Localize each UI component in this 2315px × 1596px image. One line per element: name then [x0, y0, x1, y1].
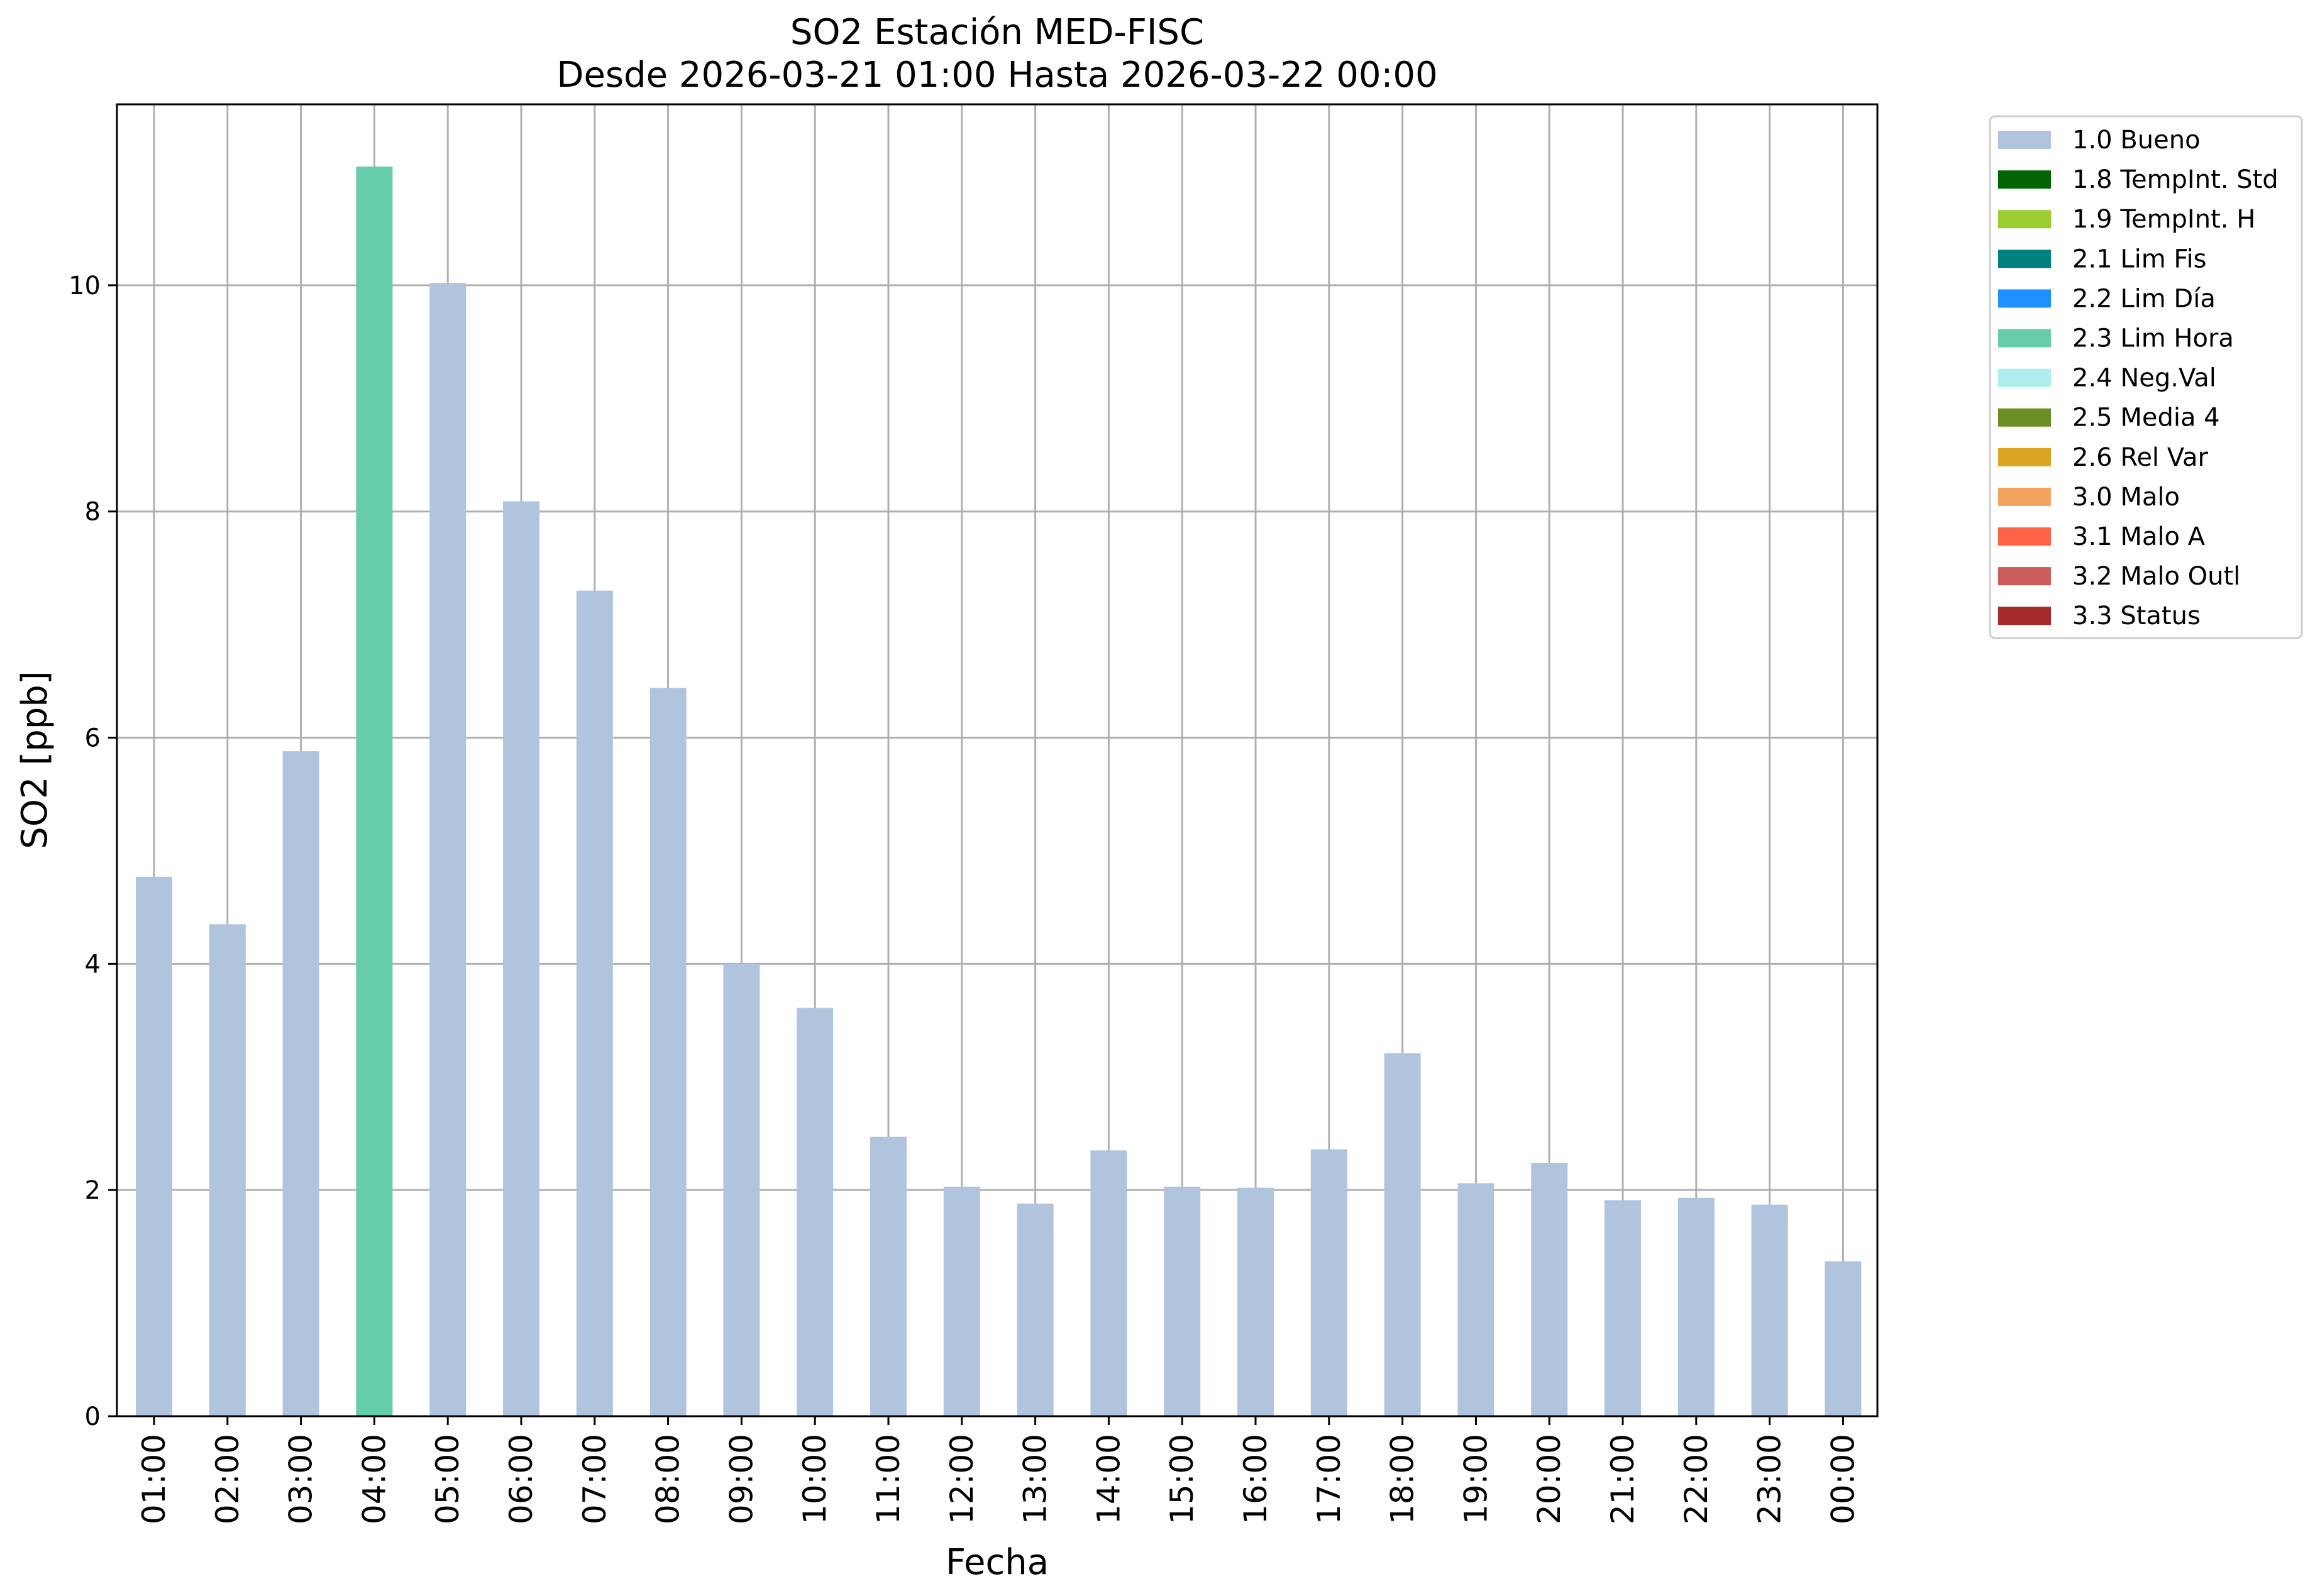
x-tick-label: 08:00 — [650, 1434, 687, 1524]
x-axis-label: Fecha — [946, 1542, 1049, 1583]
x-tick-label: 06:00 — [503, 1434, 539, 1524]
bar-0100 — [136, 876, 172, 1416]
x-tick-label: 14:00 — [1090, 1434, 1127, 1524]
legend-swatch — [1998, 567, 2051, 586]
legend-label: 2.5 Media 4 — [2072, 404, 2220, 432]
bar-1300 — [1017, 1203, 1054, 1416]
legend-label: 2.3 Lim Hora — [2072, 324, 2234, 353]
bar-0000 — [1825, 1261, 1862, 1416]
bar-1000 — [797, 1008, 834, 1416]
legend-label: 1.8 TempInt. Std — [2072, 165, 2279, 194]
bar-0600 — [503, 501, 539, 1416]
bar-1600 — [1237, 1187, 1274, 1416]
legend-swatch — [1998, 289, 2051, 308]
bar-0300 — [282, 751, 319, 1416]
x-tick-label: 16:00 — [1237, 1434, 1274, 1524]
plot-frame — [116, 103, 1879, 1417]
x-tick-label: 21:00 — [1605, 1434, 1641, 1524]
x-tick-label: 07:00 — [577, 1434, 613, 1524]
y-tick-label: 4 — [85, 950, 101, 979]
x-tick-label: 15:00 — [1164, 1434, 1200, 1524]
x-tick-label: 02:00 — [209, 1434, 246, 1524]
bar-1800 — [1384, 1053, 1421, 1416]
bar-0900 — [723, 964, 760, 1416]
bar-1700 — [1310, 1149, 1347, 1416]
legend-label: 2.1 Lim Fis — [2072, 245, 2206, 273]
y-tick-label: 8 — [85, 498, 101, 527]
bar-1100 — [870, 1136, 907, 1416]
bar-2300 — [1751, 1204, 1788, 1416]
x-tick-label: 13:00 — [1017, 1434, 1054, 1524]
y-tick-label: 2 — [85, 1176, 101, 1205]
legend-label: 1.9 TempInt. H — [2072, 205, 2255, 234]
x-tick-label: 22:00 — [1678, 1434, 1715, 1524]
legend-label: 2.2 Lim Día — [2072, 284, 2216, 313]
chart-subtitle: Desde 2026-03-21 01:00 Hasta 2026-03-22 … — [556, 55, 1437, 96]
bar-1200 — [943, 1186, 980, 1416]
legend-label: 3.0 Malo — [2072, 483, 2180, 512]
bar-1400 — [1090, 1150, 1127, 1416]
legend-swatch — [1998, 408, 2051, 427]
x-tick-label: 04:00 — [356, 1434, 392, 1524]
bar-2100 — [1605, 1200, 1641, 1416]
bar-1500 — [1164, 1186, 1201, 1416]
legend-label: 3.2 Malo Outl — [2072, 562, 2240, 591]
legend-box — [1989, 115, 2303, 639]
x-tick-label: 17:00 — [1311, 1434, 1347, 1524]
legend: 1.0 Bueno 1.8 TempInt. Std 1.9 TempInt. H 2… — [1989, 115, 2303, 639]
legend-swatch — [1998, 607, 2051, 625]
y-tick-label: 0 — [85, 1402, 101, 1431]
x-axis-ticks: 01:00 02:00 03:00 04:00 05:00 06:00 07:00 08:00… — [136, 1416, 1861, 1524]
bar-1900 — [1457, 1183, 1495, 1416]
x-tick-label: 12:00 — [944, 1434, 980, 1524]
x-tick-label: 01:00 — [136, 1434, 172, 1524]
y-tick-label: 10 — [69, 272, 101, 300]
x-tick-label: 03:00 — [283, 1434, 319, 1524]
y-tick-label: 6 — [85, 724, 101, 753]
x-tick-label: 11:00 — [870, 1434, 907, 1524]
legend-swatch — [1998, 210, 2051, 229]
legend-label: 2.6 Rel Var — [2072, 443, 2209, 472]
legend-label: 2.4 Neg.Val — [2072, 364, 2216, 393]
x-tick-label: 23:00 — [1752, 1434, 1788, 1524]
legend-swatch — [1998, 131, 2051, 149]
y-axis-ticks: 0 2 4 6 8 10 — [69, 272, 117, 1431]
x-tick-label: 05:00 — [429, 1434, 466, 1524]
legend-swatch — [1998, 487, 2051, 506]
bar-0500 — [429, 283, 467, 1416]
bar-0800 — [649, 688, 687, 1416]
x-tick-label: 10:00 — [797, 1434, 833, 1524]
legend-swatch — [1998, 170, 2051, 189]
chart-title: SO2 Estación MED-FISC — [790, 12, 1204, 53]
legend-label: 1.0 Bueno — [2072, 126, 2201, 155]
legend-label: 3.1 Malo A — [2072, 522, 2206, 551]
x-tick-label: 19:00 — [1457, 1434, 1494, 1524]
x-tick-label: 20:00 — [1531, 1434, 1567, 1524]
bar-2200 — [1677, 1197, 1715, 1416]
bar-0400 — [356, 166, 393, 1416]
x-tick-label: 00:00 — [1825, 1434, 1861, 1524]
x-tick-label: 18:00 — [1384, 1434, 1421, 1524]
bar-series — [136, 166, 1862, 1416]
legend-swatch — [1998, 448, 2051, 466]
bar-0700 — [576, 590, 613, 1416]
legend-swatch — [1998, 368, 2051, 387]
legend-swatch — [1998, 250, 2051, 268]
bar-0200 — [209, 924, 246, 1416]
y-axis-label: SO2 [ppb] — [14, 671, 55, 849]
bar-2000 — [1531, 1162, 1568, 1416]
x-tick-label: 09:00 — [723, 1434, 760, 1524]
legend-label: 3.3 Status — [2072, 602, 2201, 630]
legend-swatch — [1998, 329, 2051, 348]
legend-swatch — [1998, 527, 2051, 546]
